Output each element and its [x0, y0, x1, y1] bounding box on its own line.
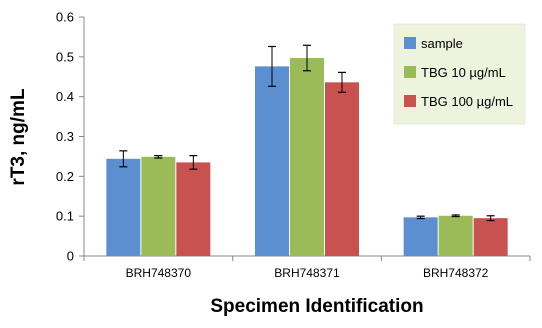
bar: [325, 82, 359, 257]
category-label: BRH748370: [126, 266, 192, 280]
bar: [438, 215, 473, 256]
tick-labels: 0 0.1 0.2 0.3 0.4 0.5 0.6 BRH748370 BRH748371 BRH…: [56, 10, 489, 281]
legend-swatch: [404, 66, 416, 78]
category-label: BRH748372: [423, 266, 489, 280]
y-tick-label: 0.3: [56, 129, 74, 144]
legend-label: TBG 100 µg/mL: [421, 94, 513, 109]
bar: [473, 218, 508, 256]
legend-label: sample: [421, 36, 463, 51]
legend-label: TBG 10 µg/mL: [421, 65, 506, 80]
legend-swatch: [404, 95, 416, 107]
category-label: BRH748371: [274, 266, 340, 280]
y-tick-label: 0.1: [56, 209, 74, 224]
y-tick-label: 0.6: [56, 10, 74, 25]
y-axis-title: rT3, ng/mL: [8, 88, 29, 186]
bars: [106, 58, 508, 257]
error-bars: [119, 44, 495, 222]
legend-swatch: [404, 37, 416, 49]
bar: [403, 217, 438, 256]
y-tick-label: 0.5: [56, 49, 74, 64]
y-tick-label: 0.2: [56, 169, 74, 184]
bar: [255, 66, 289, 256]
bar: [176, 162, 211, 256]
x-axis-title: Specimen Identification: [210, 296, 423, 317]
legend: sample TBG 10 µg/mL TBG 100 µg/mL: [393, 23, 526, 125]
bar: [106, 158, 141, 256]
y-tick-label: 0: [67, 249, 74, 264]
bar: [290, 58, 324, 256]
y-tick-label: 0.4: [56, 89, 74, 104]
bar: [141, 156, 176, 256]
